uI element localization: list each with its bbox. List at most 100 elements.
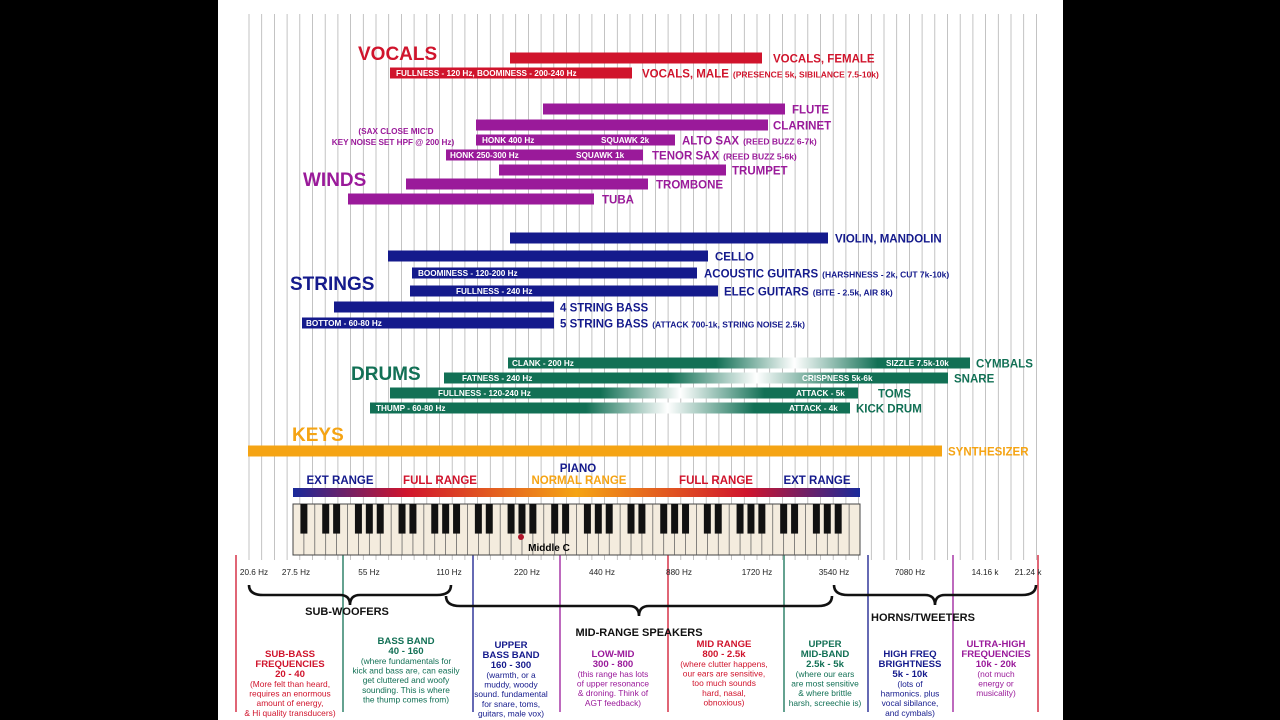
sax-note-line-2: KEY NOISE SET HPF @ 200 Hz)	[332, 138, 455, 147]
black-key	[791, 504, 799, 534]
bar-acoustic-guitars	[412, 267, 697, 279]
bar-inner-label: BOOMINESS - 120-200 Hz	[418, 269, 518, 278]
instrument-label: CLARINET	[773, 121, 831, 133]
bar-trumpet	[499, 164, 726, 176]
band-title: LOW-MID	[592, 649, 635, 660]
band-description: guitars, male vox)	[478, 708, 544, 718]
frequency-chart: VOCALS WINDS STRINGS DRUMS KEYS VOCALS, FEMAL…	[235, 14, 1042, 718]
piano-ext-range-right: EXT RANGE	[783, 475, 850, 487]
instrument-label: TOMS	[878, 389, 911, 401]
frequency-label: 880 Hz	[666, 568, 692, 577]
band-title: MID RANGE	[697, 639, 752, 650]
bar-tuba	[348, 193, 594, 205]
black-key	[714, 504, 722, 534]
bar-inner-label-2: SQUAWK 2k	[601, 136, 650, 145]
band-title: ULTRA-HIGH	[967, 639, 1026, 650]
instrument-label: VOCALS, FEMALE	[773, 54, 875, 66]
frequency-label: 3540 Hz	[819, 568, 850, 577]
instrument-label: VIOLIN, MANDOLIN	[835, 234, 942, 246]
piano-keyboard: PIANO EXT RANGE FULL RANGE NORMAL RANGE FULL…	[292, 463, 861, 556]
band-description: sound. fundamental	[474, 689, 548, 699]
band-title: 300 - 800	[593, 659, 634, 670]
instrument-label: TENOR SAX (REED BUZZ 5-6k)	[652, 151, 797, 163]
black-key	[834, 504, 842, 534]
section-keys: KEYS	[292, 425, 344, 446]
black-key	[322, 504, 330, 534]
bar-vocals-female	[510, 52, 762, 64]
instrument-label: TROMBONE	[656, 180, 723, 192]
band-title: SUB-BASS	[265, 649, 316, 660]
instrument-label: KICK DRUM	[856, 404, 922, 416]
frequency-grid	[235, 14, 1039, 712]
bar-clarinet	[476, 119, 768, 131]
piano-normal-range: NORMAL RANGE	[532, 475, 627, 487]
frequency-label: 55 Hz	[358, 568, 379, 577]
frequency-label: 1720 Hz	[742, 568, 773, 577]
instrument-label: 5 STRING BASS (ATTACK 700-1k, STRING NOIS…	[560, 319, 805, 331]
band-description: for snare, toms,	[482, 699, 540, 709]
black-key	[703, 504, 711, 534]
black-key	[442, 504, 450, 534]
band-description: energy or	[978, 679, 1014, 689]
bar-toms	[390, 387, 858, 399]
band-description: hard, nasal,	[702, 688, 746, 698]
frequency-chart-sheet: VOCALS WINDS STRINGS DRUMS KEYS VOCALS, FEMAL…	[218, 0, 1063, 720]
instrument-bars: VOCALS WINDS STRINGS DRUMS KEYS VOCALS, FEMAL…	[248, 44, 1033, 459]
bar-tenor-sax	[446, 149, 643, 161]
bar-5-string-bass	[302, 317, 554, 329]
black-key	[485, 504, 493, 534]
frequency-label: 220 Hz	[514, 568, 540, 577]
midrange-speakers-label: MID-RANGE SPEAKERS	[575, 627, 702, 639]
frequency-label: 7080 Hz	[895, 568, 926, 577]
instrument-label: 4 STRING BASS	[560, 303, 649, 315]
frequency-label: 21.24 k	[1015, 568, 1043, 577]
band-description: amount of energy,	[257, 698, 324, 708]
speaker-bands: 20.6 Hz 27.5 Hz 55 Hz 110 Hz 220 Hz 440 Hz 880…	[240, 568, 1042, 718]
black-key	[551, 504, 559, 534]
section-winds: WINDS	[303, 170, 366, 191]
piano-range-gradient	[293, 488, 860, 497]
band-title: BRIGHTNESS	[879, 659, 942, 670]
bar-inner-label: FULLNESS - 120-240 Hz	[438, 389, 531, 398]
band-description: (where fundamentals for	[361, 656, 452, 666]
piano-full-range-right: FULL RANGE	[679, 475, 753, 487]
bar-inner-label: HONK 250-300 Hz	[450, 151, 519, 160]
black-key	[736, 504, 744, 534]
section-vocals: VOCALS	[358, 44, 437, 65]
instrument-label: TRUMPET	[732, 166, 788, 178]
frequency-label: 110 Hz	[436, 568, 461, 577]
bar-inner-label: FULLNESS - 120 Hz, BOOMINESS - 200-240 H…	[396, 69, 577, 78]
frequency-label: 27.5 Hz	[282, 568, 310, 577]
instrument-detail: (HARSHNESS - 2k, CUT 7k-10k)	[822, 270, 949, 280]
instrument-detail: (REED BUZZ 6-7k)	[743, 137, 817, 147]
tweeters-label: HORNS/TWEETERS	[871, 612, 975, 624]
middle-c-dot	[518, 534, 524, 540]
piano-title: PIANO	[560, 463, 596, 475]
bar-synthesizer	[248, 445, 942, 457]
black-key	[453, 504, 461, 534]
band-description: (where clutter happens,	[680, 659, 768, 669]
section-drums: DRUMS	[351, 364, 421, 385]
band-title: UPPER	[494, 640, 527, 651]
instrument-detail: (ATTACK 700-1k, STRING NOISE 2.5k)	[652, 320, 805, 330]
black-key	[605, 504, 613, 534]
band-title: FREQUENCIES	[255, 659, 325, 670]
band-description: vocal sibilance,	[882, 698, 939, 708]
band-title: UPPER	[808, 639, 841, 650]
instrument-detail: (PRESENCE 5k, SIBILANCE 7.5-10k)	[733, 70, 879, 80]
bar-trombone	[406, 178, 648, 190]
band-description: (lots of	[897, 679, 923, 689]
band-title: 5k - 10k	[892, 669, 928, 680]
instrument-label: FLUTE	[792, 105, 829, 117]
band-description: & droning. Think of	[578, 688, 649, 698]
bar-inner-label: FULLNESS - 240 Hz	[456, 287, 532, 296]
band-description: our ears are sensitive,	[683, 669, 765, 679]
bar-kick-drum	[370, 402, 850, 414]
bar-alto-sax	[476, 134, 675, 146]
subwoofers-label: SUB-WOOFERS	[305, 606, 389, 618]
band-description: (where our ears	[796, 669, 855, 679]
band-description: (More felt than heard,	[250, 679, 330, 689]
instrument-label: ACOUSTIC GUITARS (HARSHNESS - 2k, CUT 7k-…	[704, 269, 949, 281]
subwoofer-brace	[247, 584, 453, 606]
band-description: requires an enormous	[249, 689, 330, 699]
